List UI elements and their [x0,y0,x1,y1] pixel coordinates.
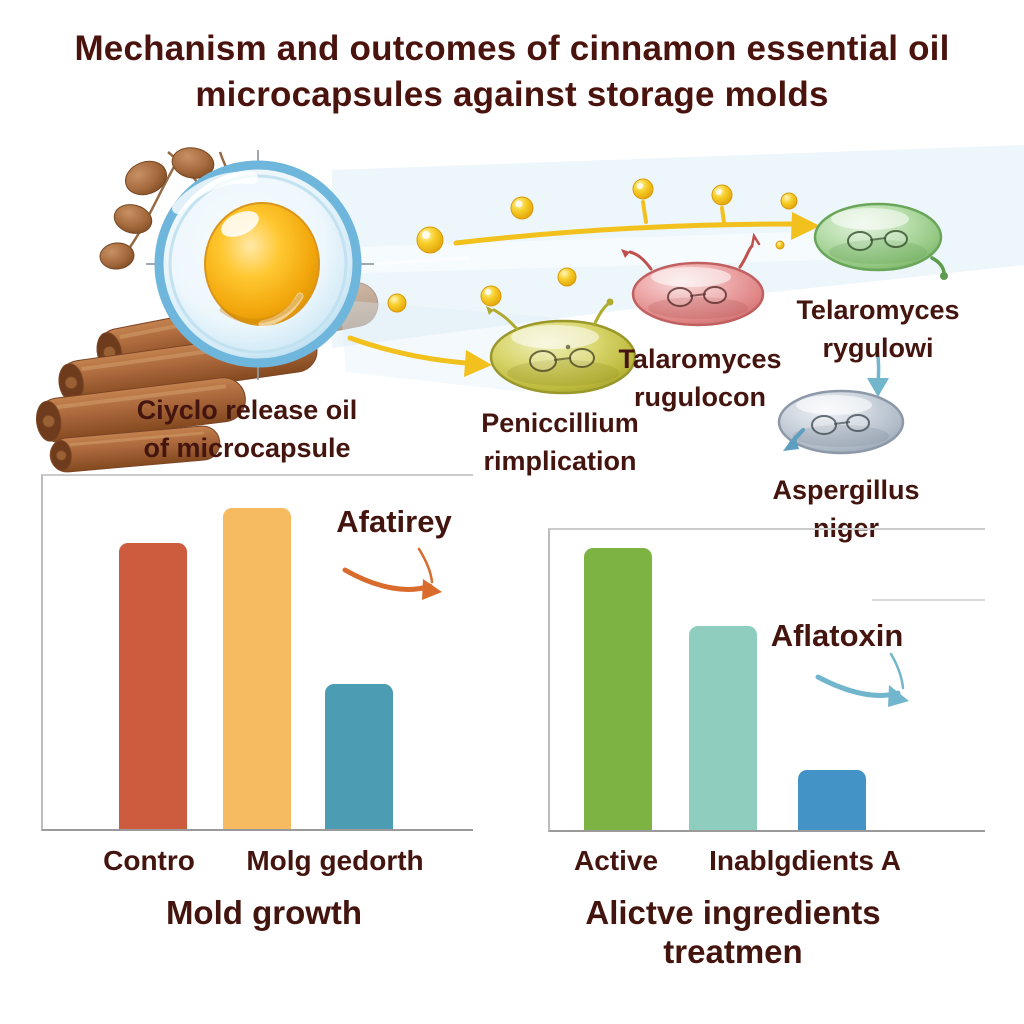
tick-contro: Contro [103,845,195,876]
mold-growth-chart-title: Mold growth [165,894,363,931]
annotation-aflatoxin: Aflatoxin [770,618,904,653]
label-talaromyces-red: Talaromyces rugulocon [618,344,782,412]
aflatoxin-plot [550,530,985,830]
release-beam [332,145,1024,392]
aflatoxin-chart-frame [548,528,985,832]
diffusion-arrow-top [453,200,820,246]
diffusion-arrow-lower [347,335,492,377]
tick-active: Active [573,845,659,876]
afatirey-arrow-icon [342,547,442,600]
page-title-line2: microcapsules against storage molds [195,75,829,115]
oil-droplets-icon [387,178,798,313]
mold-cell-green-icon [813,202,948,280]
label-capsule-caption: Ciyclo release oil of microcapsule [136,395,358,463]
arrow-down-to-aspergillus [867,346,889,397]
arrow-gray-cell-sprout [783,428,805,451]
tick-molg-gedorth: Molg gedorth [246,845,424,876]
bar-inablgdients-a [688,626,757,830]
page-title: Mechanism and outcomes of cinnamon essen… [0,26,1024,118]
label-aspergillus: Aspergillus niger [772,475,920,543]
page-title-line1: Mechanism and outcomes of cinnamon essen… [74,29,950,68]
frame-fragment-line [872,599,985,601]
bar-active [584,548,653,830]
mold-cell-yellow-icon [486,298,637,395]
bar-unlabeled-2 [325,684,394,829]
label-penicillium: Peniccillium rimplication [481,408,639,476]
aflatoxin-arrow-icon [815,652,909,707]
mold-growth-chart-frame [41,474,473,831]
mold-cell-gray-icon [777,389,905,455]
label-talaromyces-green: Telaromyces rygulowi [796,295,960,363]
annotation-afatirey: Afatirey [336,504,452,539]
bar-contro [118,543,187,829]
mold-growth-plot [43,476,473,829]
mold-cell-red-icon [621,232,765,327]
aflatoxin-chart-title: Alictve ingredients treatmen [585,894,881,970]
bar-unlabeled-2 [798,770,867,830]
bar-molg-gedorth [222,508,291,829]
tick-inablgdients-a: Inablgdients A [709,845,901,876]
microcapsule-icon [154,160,362,368]
